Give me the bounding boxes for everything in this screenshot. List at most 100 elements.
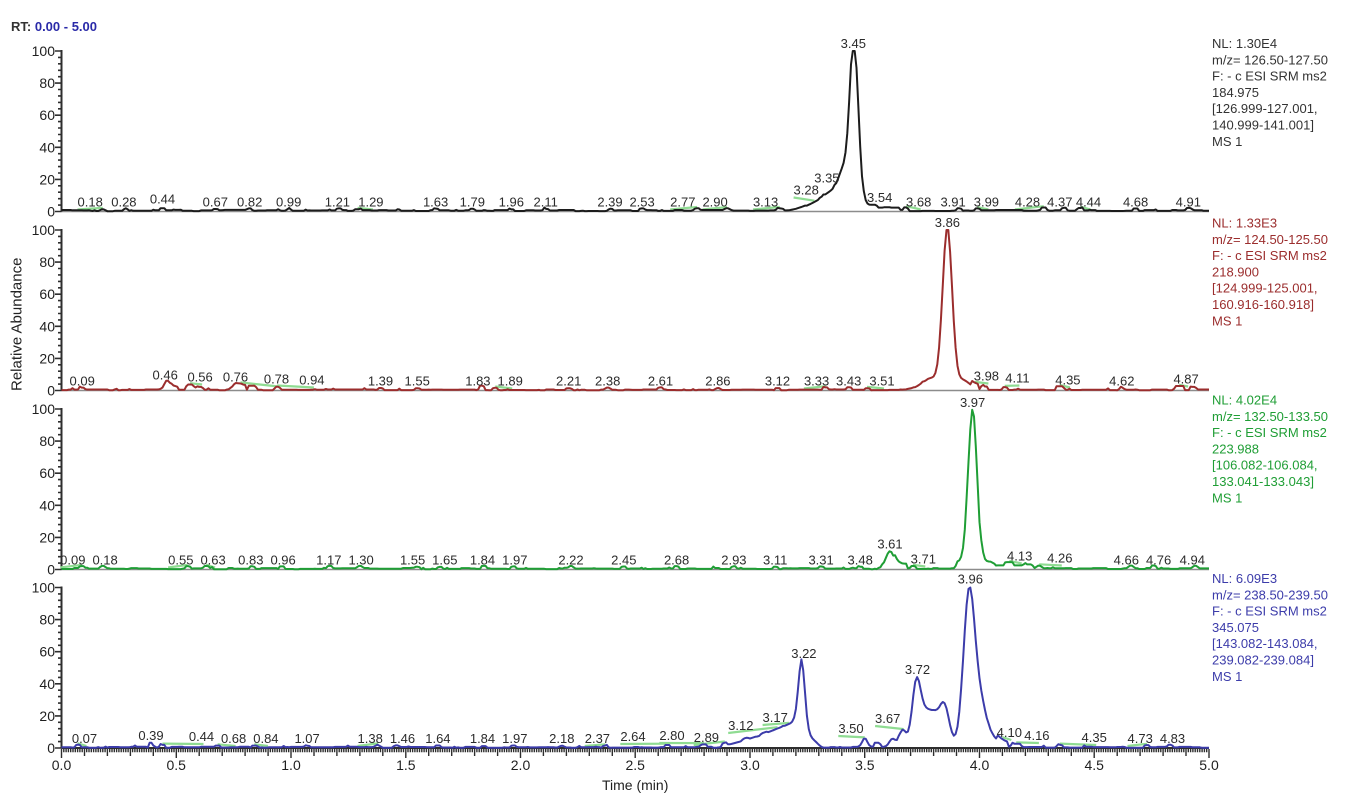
svg-text:1.79: 1.79	[460, 195, 485, 210]
svg-text:3.12: 3.12	[765, 374, 790, 389]
svg-text:1.21: 1.21	[325, 195, 350, 210]
svg-text:1.55: 1.55	[400, 553, 425, 568]
svg-text:40: 40	[39, 676, 55, 692]
svg-text:3.97: 3.97	[960, 395, 985, 410]
svg-text:4.44: 4.44	[1076, 195, 1101, 210]
svg-text:0.96: 0.96	[270, 553, 295, 568]
svg-text:0: 0	[47, 740, 55, 756]
svg-text:2.5: 2.5	[625, 757, 645, 773]
svg-text:RT: 0.00 - 5.00: RT: 0.00 - 5.00	[11, 19, 97, 34]
svg-text:345.075: 345.075	[1212, 620, 1259, 635]
svg-text:3.33: 3.33	[804, 374, 829, 389]
svg-text:0.67: 0.67	[203, 195, 228, 210]
svg-text:0.09: 0.09	[60, 553, 85, 568]
svg-text:0.07: 0.07	[72, 731, 97, 746]
svg-text:1.46: 1.46	[390, 731, 415, 746]
svg-text:4.28: 4.28	[1015, 195, 1040, 210]
svg-text:3.17: 3.17	[763, 710, 788, 725]
svg-text:4.62: 4.62	[1109, 374, 1134, 389]
svg-text:5.0: 5.0	[1199, 757, 1219, 773]
svg-text:1.65: 1.65	[432, 553, 457, 568]
svg-text:133.041-133.043]: 133.041-133.043]	[1212, 474, 1314, 489]
svg-text:NL: 1.33E3: NL: 1.33E3	[1212, 216, 1277, 231]
svg-text:0.63: 0.63	[200, 553, 225, 568]
svg-text:0: 0	[47, 383, 55, 399]
svg-text:m/z= 124.50-125.50: m/z= 124.50-125.50	[1212, 232, 1328, 247]
svg-text:3.86: 3.86	[935, 215, 960, 230]
svg-text:4.10: 4.10	[997, 725, 1022, 740]
svg-text:3.31: 3.31	[808, 553, 833, 568]
svg-text:2.18: 2.18	[549, 731, 574, 746]
svg-text:3.5: 3.5	[855, 757, 875, 773]
svg-text:1.29: 1.29	[358, 195, 383, 210]
svg-text:2.11: 2.11	[534, 195, 558, 210]
svg-text:2.86: 2.86	[705, 374, 730, 389]
svg-text:0.09: 0.09	[70, 374, 95, 389]
svg-text:239.082-239.084]: 239.082-239.084]	[1212, 653, 1314, 668]
svg-text:[106.082-106.084,: [106.082-106.084,	[1212, 458, 1318, 473]
svg-text:20: 20	[39, 708, 55, 724]
svg-text:3.12: 3.12	[728, 718, 753, 733]
svg-text:0: 0	[47, 562, 55, 578]
svg-text:Relative Abundance: Relative Abundance	[9, 258, 26, 391]
svg-text:m/z= 132.50-133.50: m/z= 132.50-133.50	[1212, 409, 1328, 424]
svg-text:0.18: 0.18	[92, 553, 117, 568]
svg-text:2.93: 2.93	[721, 553, 746, 568]
svg-text:4.16: 4.16	[1024, 728, 1049, 743]
svg-text:4.5: 4.5	[1084, 757, 1104, 773]
svg-text:3.54: 3.54	[867, 190, 892, 205]
svg-text:1.55: 1.55	[405, 374, 430, 389]
svg-text:2.90: 2.90	[702, 195, 727, 210]
svg-text:100: 100	[32, 43, 56, 59]
svg-text:F: - c ESI SRM ms2: F: - c ESI SRM ms2	[1212, 604, 1327, 619]
svg-text:0.5: 0.5	[166, 757, 186, 773]
svg-text:F: - c ESI SRM ms2: F: - c ESI SRM ms2	[1212, 69, 1327, 84]
svg-text:MS 1: MS 1	[1212, 669, 1242, 684]
svg-text:80: 80	[39, 612, 55, 628]
svg-text:3.45: 3.45	[841, 36, 866, 51]
svg-text:0.84: 0.84	[253, 731, 278, 746]
svg-text:2.68: 2.68	[664, 553, 689, 568]
svg-text:0.82: 0.82	[237, 195, 262, 210]
svg-text:1.39: 1.39	[368, 374, 393, 389]
svg-text:MS 1: MS 1	[1212, 134, 1242, 149]
svg-text:2.0: 2.0	[511, 757, 531, 773]
svg-text:2.37: 2.37	[585, 731, 610, 746]
svg-text:2.89: 2.89	[694, 730, 719, 745]
svg-text:3.13: 3.13	[753, 195, 778, 210]
svg-text:0.46: 0.46	[153, 368, 178, 383]
svg-text:140.999-141.001]: 140.999-141.001]	[1212, 118, 1314, 133]
svg-text:100: 100	[32, 222, 56, 238]
svg-text:4.91: 4.91	[1176, 195, 1201, 210]
svg-text:160.916-160.918]: 160.916-160.918]	[1212, 297, 1314, 312]
svg-text:2.38: 2.38	[595, 374, 620, 389]
svg-text:4.11: 4.11	[1005, 371, 1029, 386]
svg-text:3.68: 3.68	[906, 195, 931, 210]
svg-text:1.5: 1.5	[396, 757, 416, 773]
svg-text:3.22: 3.22	[791, 646, 816, 661]
svg-text:2.22: 2.22	[558, 553, 583, 568]
svg-text:2.77: 2.77	[670, 195, 695, 210]
svg-text:0.56: 0.56	[187, 370, 212, 385]
svg-text:223.988: 223.988	[1212, 441, 1259, 456]
svg-text:4.68: 4.68	[1123, 195, 1148, 210]
svg-text:60: 60	[39, 465, 55, 481]
svg-text:0.68: 0.68	[221, 731, 246, 746]
svg-text:F: - c ESI SRM ms2: F: - c ESI SRM ms2	[1212, 248, 1327, 263]
svg-text:100: 100	[32, 580, 56, 596]
svg-text:4.73: 4.73	[1128, 731, 1153, 746]
svg-text:1.84: 1.84	[470, 731, 495, 746]
svg-text:4.13: 4.13	[1007, 549, 1032, 564]
svg-text:40: 40	[39, 139, 55, 155]
svg-text:4.87: 4.87	[1173, 372, 1198, 387]
svg-text:0.18: 0.18	[78, 195, 103, 210]
svg-text:4.26: 4.26	[1047, 551, 1072, 566]
svg-text:0.55: 0.55	[168, 553, 193, 568]
svg-text:MS 1: MS 1	[1212, 313, 1242, 328]
svg-text:2.53: 2.53	[629, 195, 654, 210]
svg-text:1.96: 1.96	[499, 195, 524, 210]
svg-text:Time (min): Time (min)	[602, 777, 668, 793]
svg-text:2.61: 2.61	[648, 374, 673, 389]
svg-text:3.50: 3.50	[838, 721, 863, 736]
svg-text:80: 80	[39, 254, 55, 270]
